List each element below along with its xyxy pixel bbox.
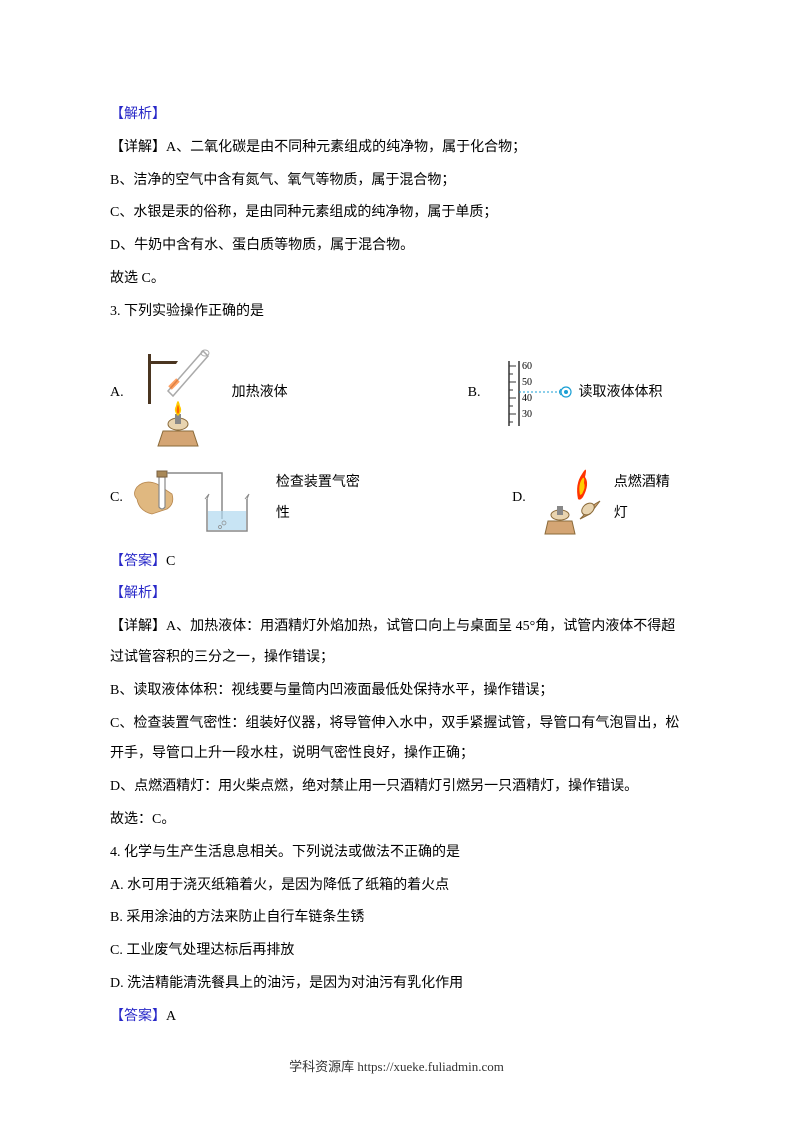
answer-label: 【答案】 [110, 554, 166, 569]
tick-50: 50 [522, 377, 532, 388]
answer-value: C [166, 554, 175, 569]
q3-line-b: B、读取液体体积：视线要与量筒内凹液面最低处保持水平，操作错误； [110, 676, 683, 707]
document-content: 【解析】 【详解】A、二氧化碳是由不同种元素组成的纯净物，属于化合物； B、洁净… [110, 100, 683, 1033]
tick-40: 40 [522, 393, 532, 404]
option-b-label: B. [468, 378, 481, 409]
line: A、二氧化碳是由不同种元素组成的纯净物，属于化合物； [166, 140, 526, 155]
diagram-c [127, 459, 272, 539]
line-conclusion: 故选 C。 [110, 264, 683, 295]
q3-line-c: C、检查装置气密性：组装好仪器，将导管伸入水中，双手紧握试管，导管口有气泡冒出，… [110, 709, 683, 771]
page-footer: 学科资源库 https://xueke.fuliadmin.com [0, 1053, 793, 1082]
option-c-label: C. [110, 483, 123, 514]
q4-option-a: A. 水可用于浇灭纸箱着火，是因为降低了纸箱的着火点 [110, 871, 683, 902]
q4-option-d: D. 洗洁精能清洗餐具上的油污，是因为对油污有乳化作用 [110, 969, 683, 1000]
option-d-group: D. 点燃酒精灯 [512, 459, 683, 539]
tick-30: 30 [522, 409, 532, 420]
option-b-group: B. 60 50 40 30 [468, 356, 663, 431]
text: A、加热液体：用酒精灯外焰加热，试管口向上与桌面呈 45°角，试管内液体不得超过… [110, 619, 675, 665]
diagram-a [128, 336, 228, 451]
option-a-text: 加热液体 [232, 378, 288, 409]
option-d-text: 点燃酒精灯 [614, 468, 683, 530]
q3-line-a: 【详解】A、加热液体：用酒精灯外焰加热，试管口向上与桌面呈 45°角，试管内液体… [110, 612, 683, 674]
answer-4: 【答案】A [110, 1002, 683, 1033]
option-a-label: A. [110, 378, 124, 409]
option-c-group: C. 检查装置气密性 [110, 459, 373, 539]
option-d-label: D. [512, 483, 526, 514]
diagram-d [530, 459, 610, 539]
diagram-b: 60 50 40 30 [484, 356, 574, 431]
detail-label: 【详解】 [110, 140, 166, 155]
tick-60: 60 [522, 361, 532, 372]
options-row-ab: A. 加热液体 B. [110, 336, 683, 451]
q3-line-d: D、点燃酒精灯：用火柴点燃，绝对禁止用一只酒精灯引燃另一只酒精灯，操作错误。 [110, 772, 683, 803]
answer-value: A [166, 1009, 176, 1024]
analysis-heading-3: 【解析】 [110, 579, 683, 610]
line-d: D、牛奶中含有水、蛋白质等物质，属于混合物。 [110, 231, 683, 262]
analysis-heading-1: 【解析】 [110, 100, 683, 131]
options-row-cd: C. 检查装置气密性 D. [110, 459, 683, 539]
option-a-group: A. 加热液体 [110, 336, 288, 451]
line-c: C、水银是汞的俗称，是由同种元素组成的纯净物，属于单质； [110, 198, 683, 229]
question-4: 4. 化学与生产生活息息相关。下列说法或做法不正确的是 [110, 838, 683, 869]
answer-3: 【答案】C [110, 547, 683, 578]
q4-option-b: B. 采用涂油的方法来防止自行车链条生锈 [110, 903, 683, 934]
q3-line-conclusion: 故选：C。 [110, 805, 683, 836]
question-3: 3. 下列实验操作正确的是 [110, 297, 683, 328]
line-b: B、洁净的空气中含有氮气、氧气等物质，属于混合物； [110, 166, 683, 197]
answer-label: 【答案】 [110, 1009, 166, 1024]
detail-line-1: 【详解】A、二氧化碳是由不同种元素组成的纯净物，属于化合物； [110, 133, 683, 164]
option-c-text: 检查装置气密性 [276, 468, 373, 530]
option-b-text: 读取液体体积 [578, 378, 662, 409]
q4-option-c: C. 工业废气处理达标后再排放 [110, 936, 683, 967]
detail-label: 【详解】 [110, 619, 166, 634]
